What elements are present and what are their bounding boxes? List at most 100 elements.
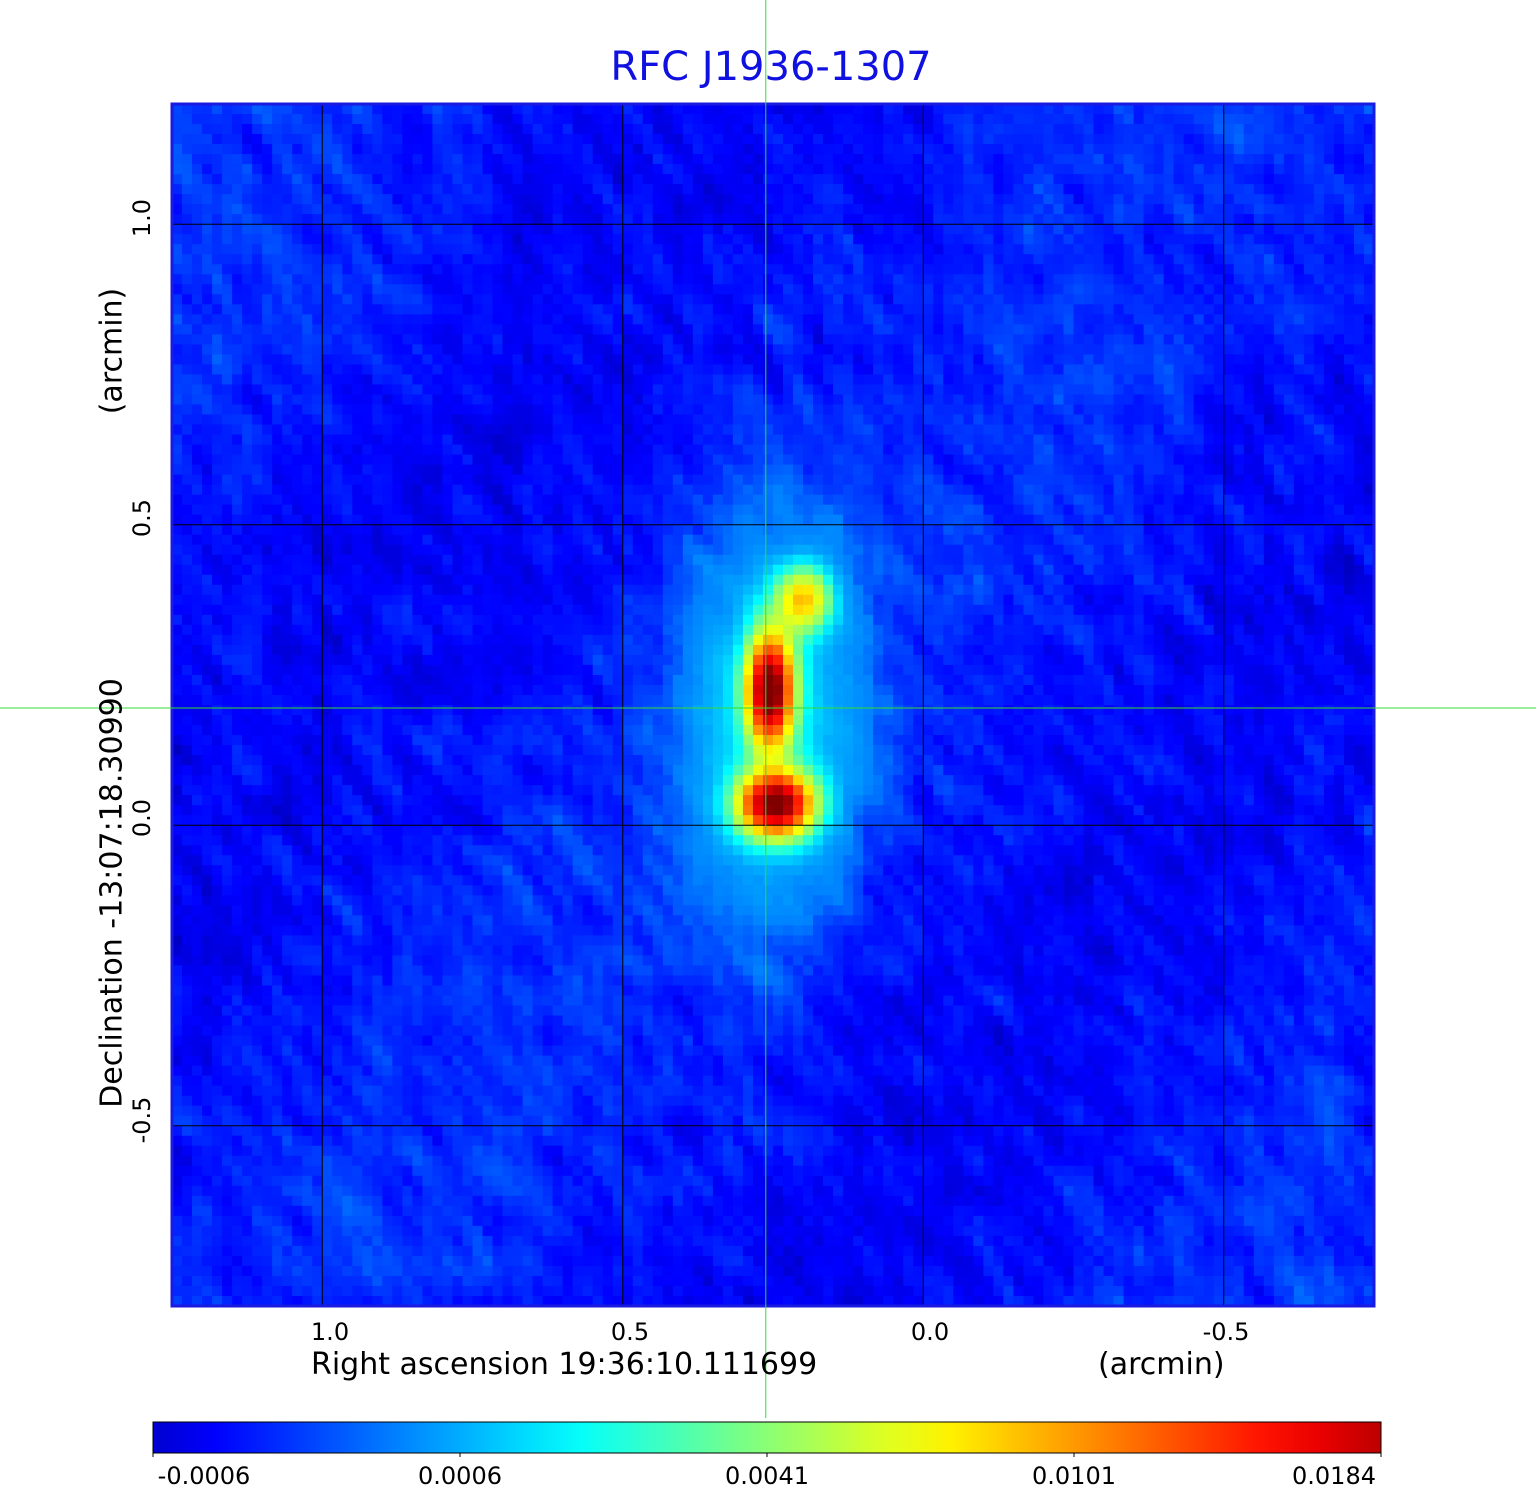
heatmap-cell [863,124,874,135]
heatmap-cell [212,474,223,486]
heatmap-cell [472,294,484,305]
heatmap-cell [843,414,854,426]
heatmap-cell [392,484,403,496]
heatmap-cell [692,294,704,305]
heatmap-cell [1073,274,1085,285]
heatmap-cell [362,184,373,195]
heatmap-cell [843,354,854,366]
heatmap-cell [712,114,724,125]
heatmap-cell [1353,104,1365,115]
heatmap-cell [302,174,313,185]
heatmap-cell [582,284,594,295]
heatmap-cell [252,274,263,285]
heatmap-cell [1283,204,1295,215]
heatmap-cell [933,244,944,255]
heatmap-cell [1283,214,1295,225]
heatmap-cell [1323,414,1335,426]
heatmap-cell [823,354,834,366]
heatmap-cell [943,324,954,335]
heatmap-cell [512,164,524,175]
heatmap-cell [853,374,864,386]
heatmap-cell [442,194,454,205]
heatmap-cell [572,324,584,335]
heatmap-cell [442,254,454,265]
heatmap-cell [682,394,694,406]
heatmap-cell [963,314,974,325]
heatmap-cell [1323,294,1335,305]
heatmap-cell [1013,374,1025,386]
heatmap-cell [983,304,994,315]
heatmap-cell [202,114,213,125]
heatmap-cell [602,434,614,446]
heatmap-cell [242,334,253,345]
heatmap-cell [833,394,844,406]
heatmap-cell [242,414,253,426]
heatmap-cell [632,364,644,376]
heatmap-cell [783,364,794,376]
heatmap-cell [592,134,604,145]
heatmap-cell [1303,364,1315,376]
heatmap-cell [652,344,664,356]
heatmap-cell [332,324,343,335]
heatmap-cell [1183,354,1195,366]
heatmap-cell [452,254,464,265]
heatmap-cell [172,114,183,125]
heatmap-cell [853,254,864,265]
heatmap-cell [963,174,974,185]
heatmap-cell [883,404,894,416]
heatmap-cell [662,374,674,386]
heatmap-cell [893,384,904,396]
heatmap-cell [1263,234,1275,245]
heatmap-cell [382,234,393,245]
heatmap-cell [572,394,584,406]
heatmap-cell [512,354,524,366]
heatmap-cell [1163,404,1175,416]
heatmap-cell [572,374,584,386]
heatmap-cell [1073,244,1085,255]
heatmap-cell [1093,184,1105,195]
heatmap-cell [282,444,293,456]
heatmap-cell [282,144,293,155]
heatmap-cell [412,424,424,436]
heatmap-cell [432,264,444,275]
heatmap-cell [983,314,994,325]
heatmap-cell [1133,234,1145,245]
heatmap-cell [702,174,714,185]
heatmap-cell [913,234,924,245]
heatmap-cell [933,144,944,155]
heatmap-cell [352,314,363,325]
heatmap-cell [342,454,353,466]
heatmap-cell [262,494,273,506]
heatmap-cell [512,244,524,255]
heatmap-cell [622,294,634,305]
heatmap-cell [773,474,784,486]
heatmap-cell [272,504,283,516]
heatmap-cell [722,354,734,366]
heatmap-cell [502,164,514,175]
heatmap-cell [342,504,353,516]
heatmap-cell [923,244,934,255]
heatmap-cell [352,294,363,305]
heatmap-cell [973,104,984,115]
heatmap-cell [793,464,804,476]
heatmap-cell [983,434,994,446]
heatmap-cell [953,484,964,496]
heatmap-cell [682,384,694,396]
heatmap-cell [1323,134,1335,145]
heatmap-cell [803,354,814,366]
heatmap-cell [432,344,444,356]
heatmap-cell [502,404,514,416]
heatmap-cell [492,394,504,406]
heatmap-cell [993,504,1004,516]
heatmap-cell [742,514,754,526]
heatmap-cell [522,364,534,376]
heatmap-cell [933,414,944,426]
heatmap-cell [212,224,223,235]
heatmap-cell [382,344,393,356]
heatmap-cell [302,114,313,125]
heatmap-cell [1103,294,1115,305]
heatmap-cell [412,484,424,496]
heatmap-cell [242,404,253,416]
heatmap-cell [803,164,814,175]
heatmap-cell [192,164,203,175]
